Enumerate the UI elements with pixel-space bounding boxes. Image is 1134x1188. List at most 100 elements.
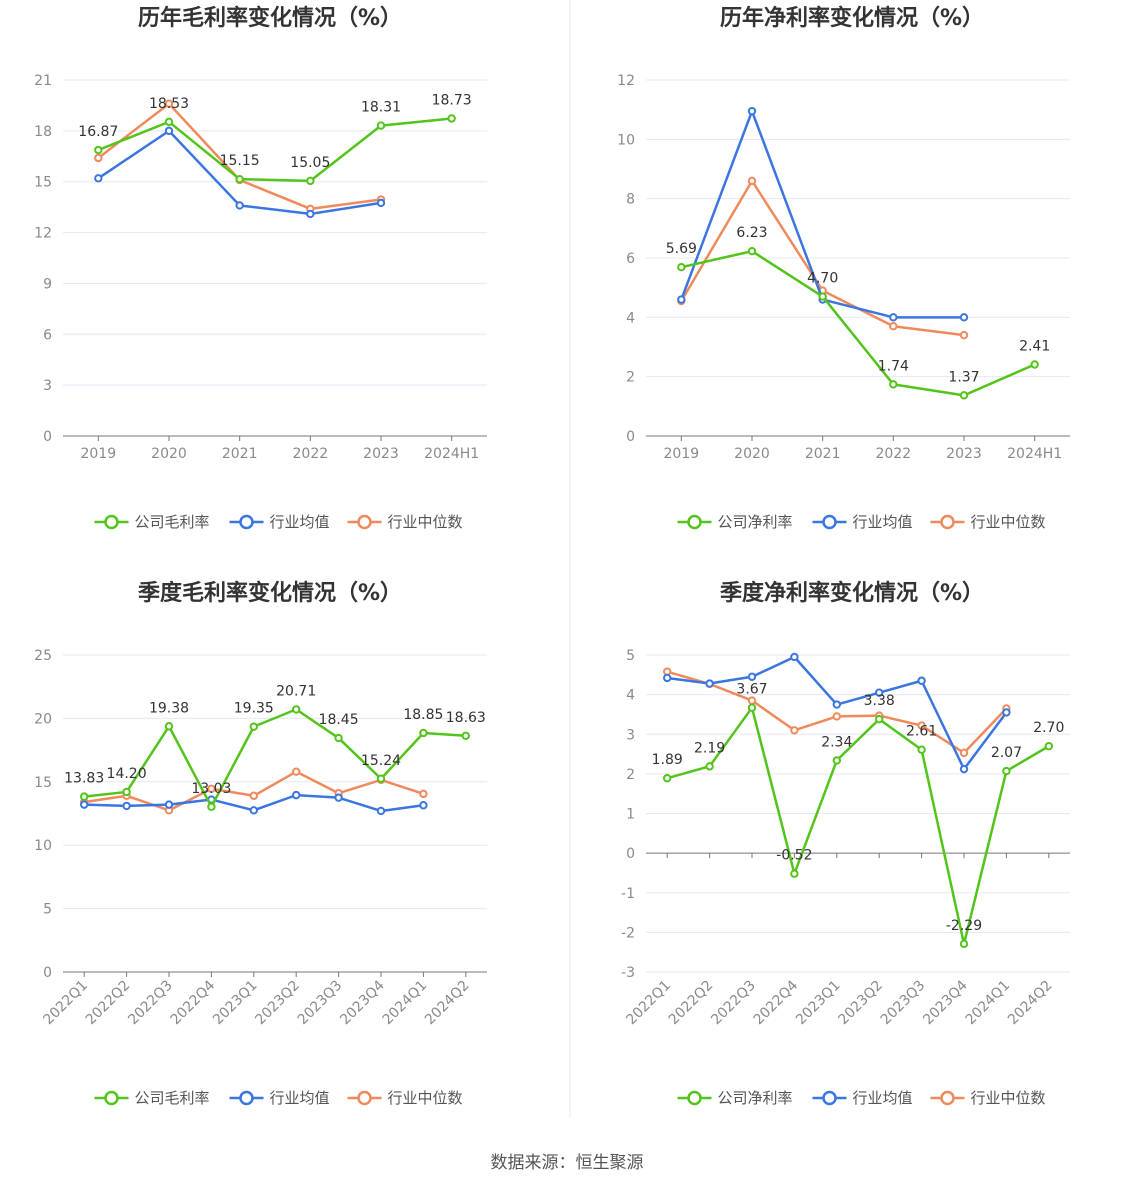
data-point-industry_avg [875,688,884,697]
legend: 公司毛利率 行业均值 行业中位数 [94,513,463,531]
data-point-industry_avg [235,201,244,210]
data-label: -2.29 [946,918,982,934]
chart-panel-4: 季度净利率变化情况（%）-3-2-10123452022Q12022Q22022… [621,580,1070,1107]
data-point-industry_median [419,789,428,799]
data-label: 2.41 [1019,339,1050,355]
legend-marker-industry_median [357,514,372,530]
data-point-company [376,121,386,130]
x-tick-label: 2022 [876,446,912,462]
data-point-company [677,262,686,272]
legend-marker-industry_avg [239,1090,254,1106]
legend: 公司净利率 行业均值 行业中位数 [677,1089,1046,1107]
y-tick-label: 15 [34,175,52,191]
x-tick-label: 2024Q1 [380,978,431,1029]
data-label: 2.07 [991,745,1022,761]
data-label: 19.35 [234,701,274,717]
y-tick-label: -1 [621,886,635,902]
legend-marker-industry_median [940,1090,955,1106]
data-label: 18.73 [432,92,472,108]
data-label: 2.34 [821,734,852,750]
chart-title: 季度净利率变化情况（%） [720,580,984,606]
data-point-company [832,756,841,765]
chart-panel-3: 季度毛利率变化情况（%） 0 5 10 15 20 25 2022Q12022Q22022Q3… [34,580,487,1107]
data-point-industry_avg [747,672,757,681]
legend-marker-company [687,514,702,530]
x-tick-label: 2020 [734,446,770,462]
legend-label-industry_median: 行业中位数 [971,513,1046,531]
y-tick-label: 3 [626,727,635,743]
x-tick-label: 2023 [363,446,399,462]
y-tick-label: 0 [43,429,52,445]
x-tick-label: 2023Q1 [793,978,844,1029]
legend-label-industry_avg: 行业均值 [853,1089,913,1107]
y-tick-label: 2 [626,767,635,783]
x-tick-label: 2022Q4 [168,977,219,1028]
data-label: 13.83 [64,771,104,787]
y-tick-label: 18 [34,124,52,140]
y-tick-label: 8 [626,192,635,208]
x-tick-label: 2024H1 [424,446,479,462]
data-point-company [889,380,898,389]
data-point-industry_median [959,748,969,758]
data-label: 16.87 [78,124,118,140]
x-tick-label: 2019 [81,446,117,462]
legend-label-industry_avg: 行业均值 [270,513,330,531]
data-label: 18.31 [361,100,401,116]
data-label: 2.70 [1033,720,1064,736]
data-point-industry_avg [917,676,926,685]
y-tick-label: 2 [626,370,635,386]
data-point-company [235,174,244,184]
data-label: 15.05 [290,155,330,171]
y-tick-label: 12 [34,226,52,242]
data-point-industry_median [249,791,259,800]
data-label: 14.20 [107,766,147,782]
x-tick-label: 2023 [946,446,982,462]
data-label: 18.85 [403,707,443,723]
x-tick-label: 2019 [664,446,700,462]
data-point-company [1030,360,1039,369]
x-tick-label: 2022Q2 [83,978,134,1029]
data-label: 2.19 [694,740,725,756]
data-point-company [419,728,428,738]
chart-panel-1: 历年毛利率变化情况（%） 0 3 6 9 12 15 18 21 2019 2020 2021 2022… [34,5,487,531]
data-point-company [164,722,174,731]
data-point-industry_avg [306,209,315,219]
data-point-industry_median [292,767,301,776]
data-label: -0.52 [776,848,812,864]
data-point-company [747,703,757,712]
x-tick-label: 2022 [293,446,329,462]
x-tick-label: 2023Q2 [252,978,303,1029]
data-point-industry_median [94,153,103,163]
data-label: 13.03 [191,781,231,797]
data-point-industry_avg [80,800,89,809]
data-point-industry_avg [419,801,428,810]
data-label: 18.63 [446,710,486,726]
x-tick-label: 2023Q3 [295,978,346,1029]
y-tick-label: 21 [34,73,52,89]
x-tick-label: 2022Q2 [666,978,717,1029]
data-point-industry_avg [959,764,969,774]
legend: 公司毛利率 行业均值 行业中位数 [94,1089,463,1107]
legend: 公司净利率 行业均值 行业中位数 [677,513,1046,531]
y-tick-label: 10 [34,838,52,854]
legend-marker-industry_avg [822,514,837,530]
y-tick-label: 4 [626,310,635,326]
y-tick-label: 10 [617,132,635,148]
y-tick-label: 1 [626,807,635,823]
data-point-company [249,722,259,731]
y-tick-label: 9 [43,276,52,292]
data-point-industry_avg [832,700,841,709]
data-point-industry_avg [376,198,386,208]
chart-panel-2: 历年净利率变化情况（%） 0 2 4 6 8 10 12 2019 2020 2021 2022 202… [617,5,1070,531]
chart-title: 历年净利率变化情况（%） [720,5,984,31]
x-tick-label: 2024Q2 [1005,978,1056,1029]
x-tick-label: 2023Q4 [920,977,971,1028]
data-label: 1.89 [652,752,683,768]
data-point-company [875,714,884,724]
data-point-industry_avg [747,106,757,116]
source-text: 数据来源：恒生聚源 [491,1153,644,1173]
y-tick-label: 25 [34,648,52,664]
y-tick-label: 6 [626,251,635,267]
data-point-industry_median [917,721,926,730]
